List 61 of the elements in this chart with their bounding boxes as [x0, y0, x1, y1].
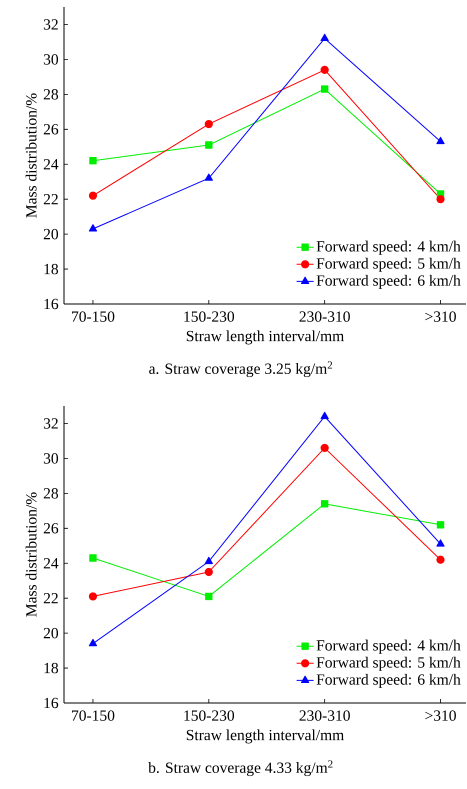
- point: [320, 66, 329, 74]
- y-tick-label: 18: [44, 264, 58, 274]
- point: [436, 195, 445, 204]
- legend-label: Forward speed: 4 km/h: [316, 240, 461, 255]
- x-tick-label: 70-150: [72, 311, 114, 322]
- point: [88, 638, 98, 646]
- x-tick-label: >310: [425, 710, 456, 721]
- x-tick-label: 150-230: [184, 710, 234, 721]
- y-tick-label: 22: [44, 593, 58, 604]
- point: [88, 224, 98, 232]
- y-tick-label: 32: [44, 19, 58, 30]
- x-axis-title: Straw length interval/mm: [186, 330, 344, 344]
- y-tick-label: 24: [44, 558, 58, 568]
- point: [436, 556, 445, 564]
- point: [320, 34, 329, 42]
- y-tick-label: 24: [44, 159, 58, 170]
- y-tick-label: 18: [44, 662, 58, 674]
- y-tick-label: 30: [44, 453, 58, 464]
- y-tick-label: 22: [44, 194, 58, 204]
- x-tick-label: 70-150: [72, 710, 114, 721]
- y-tick-label: 26: [44, 124, 58, 134]
- y-tick-label: 30: [44, 54, 58, 65]
- x-tick-label: 230-310: [300, 710, 350, 721]
- point: [204, 556, 213, 564]
- y-tick-label: 28: [44, 89, 58, 100]
- y-axis-title: Mass distribution/%: [26, 93, 37, 218]
- text: b. Straw coverage 4.33 kg/m$^{2}$: [148, 760, 332, 776]
- y-tick-label: 32: [44, 418, 58, 429]
- point: [88, 592, 98, 601]
- point: [204, 568, 213, 576]
- point: [205, 592, 213, 600]
- x-tick-label: >310: [425, 311, 456, 322]
- point: [320, 85, 328, 93]
- point: [204, 174, 213, 181]
- legend-label: Forward speed: 5 km/h: [316, 258, 461, 272]
- text: a. Straw coverage 3.25 kg/m$^{2}$: [149, 361, 332, 378]
- point: [320, 412, 329, 420]
- y-tick-label: 28: [44, 488, 58, 499]
- y-axis-title: Mass distribution/%: [26, 492, 37, 617]
- y-tick-label: 26: [44, 523, 58, 534]
- y-tick-label: 20: [44, 228, 58, 240]
- point: [436, 136, 445, 144]
- point: [320, 500, 328, 508]
- point: [205, 141, 213, 149]
- legend-label: Forward speed: 6 km/h: [316, 274, 461, 289]
- point: [320, 444, 329, 452]
- point: [89, 554, 97, 562]
- legend-label: Forward speed: 5 km/h: [316, 656, 461, 671]
- point: [204, 120, 213, 128]
- point: [436, 521, 444, 528]
- x-tick-label: 150-230: [184, 311, 234, 322]
- x-axis-title: Straw length interval/mm: [186, 729, 344, 744]
- y-tick-label: 20: [44, 628, 58, 638]
- point: [436, 539, 445, 547]
- y-tick-label: 16: [44, 698, 58, 708]
- legend-label: Forward speed: 6 km/h: [316, 674, 461, 688]
- point: [88, 192, 98, 200]
- point: [89, 157, 97, 164]
- legend-label: Forward speed: 4 km/h: [316, 640, 461, 654]
- x-tick-label: 230-310: [300, 311, 350, 322]
- y-tick-label: 16: [44, 298, 58, 310]
